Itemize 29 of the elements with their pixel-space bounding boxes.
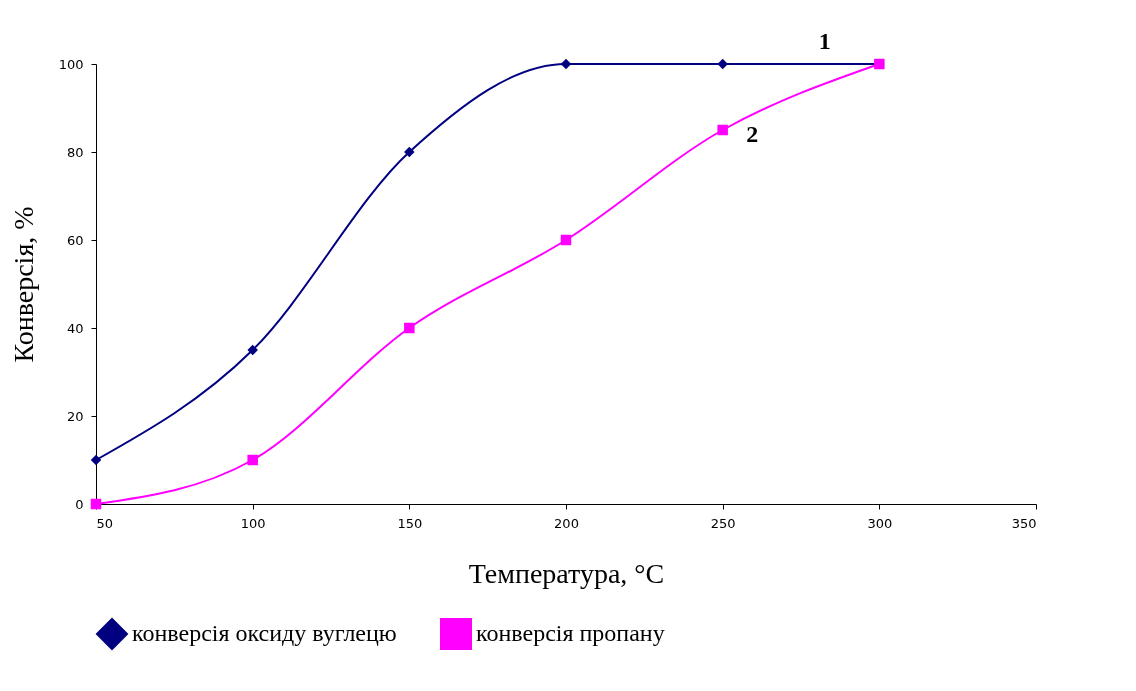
point <box>560 58 572 70</box>
y-tick-label: 100 <box>58 56 84 72</box>
point <box>404 146 415 158</box>
x-tick-label: 150 <box>397 515 423 531</box>
point <box>90 454 102 466</box>
point <box>404 322 415 334</box>
point <box>717 124 728 136</box>
x-tick-label: 100 <box>240 515 266 531</box>
x-axis-title: Температура, °C <box>468 557 665 589</box>
point <box>717 58 728 70</box>
y-axis-title: Конверсія, % <box>7 206 39 363</box>
x-tick-label: 200 <box>554 515 579 531</box>
y-tick-label: 60 <box>66 232 84 248</box>
point <box>247 454 258 466</box>
y-tick-label: 80 <box>66 144 84 160</box>
x-tick-label: 300 <box>867 515 893 531</box>
y-tick-label: 0 <box>75 496 84 512</box>
legend-label: конверсія оксиду вуглецю <box>132 620 397 646</box>
x-tick-label: 50 <box>96 515 114 531</box>
legend-label: конверсія пропану <box>476 620 665 646</box>
point <box>560 234 572 246</box>
point <box>247 344 258 356</box>
annotation: 1 <box>818 28 831 54</box>
annotation: 2 <box>746 121 759 148</box>
y-tick-label: 40 <box>66 320 84 336</box>
x-tick-label: 250 <box>710 515 736 531</box>
point <box>90 498 102 510</box>
y-tick-label: 20 <box>66 408 84 424</box>
x-tick-label: 350 <box>1011 515 1037 531</box>
